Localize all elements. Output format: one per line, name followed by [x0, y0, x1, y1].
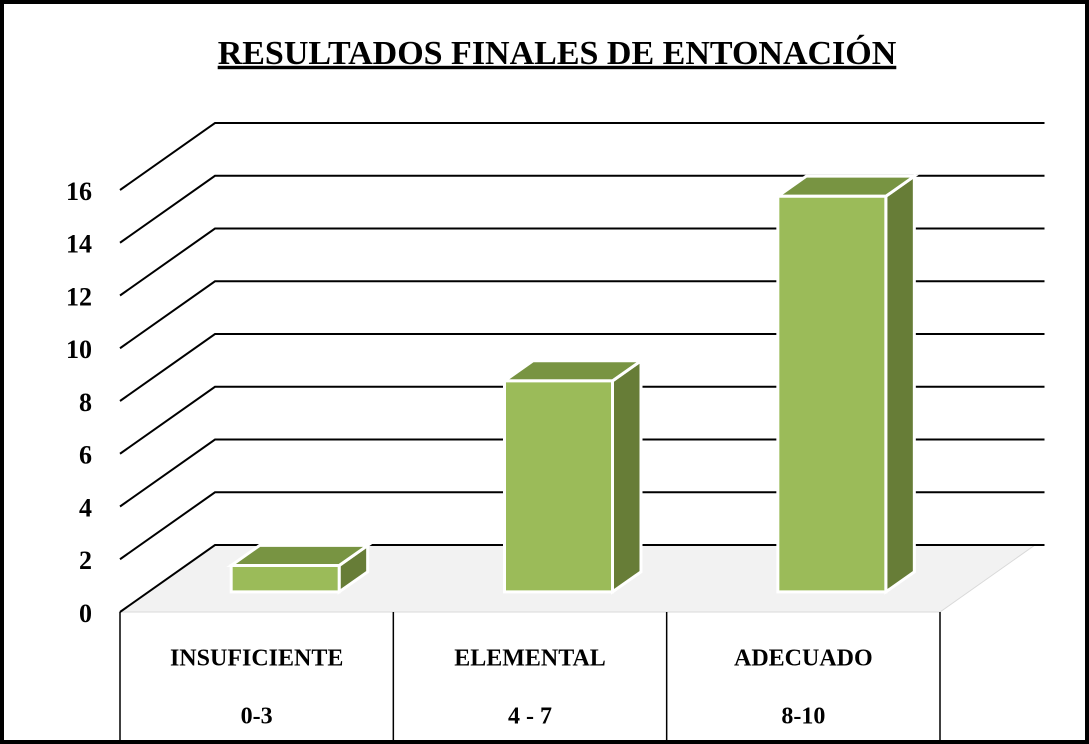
grid-line	[119, 174, 1045, 244]
grid-line	[119, 227, 1045, 297]
grid-line	[119, 385, 1045, 455]
y-tick-label: 6	[79, 441, 92, 470]
x-tick-label: INSUFICIENTE	[170, 646, 343, 672]
y-tick-label: 0	[79, 599, 92, 628]
x-tick-label: ELEMENTAL	[454, 646, 606, 672]
grid-line	[119, 280, 1045, 350]
grid-line	[119, 122, 1045, 191]
grid-line	[119, 333, 1045, 402]
y-tick-label: 16	[66, 177, 92, 206]
y-tick-label: 14	[66, 230, 92, 259]
bar	[229, 564, 341, 594]
y-tick-label: 4	[79, 493, 92, 522]
y-tick-label: 8	[79, 388, 92, 417]
x-tick-label: 8-10	[781, 704, 825, 730]
y-tick-label: 12	[66, 282, 92, 311]
y-tick-label: 10	[66, 335, 92, 364]
y-tick-label: 2	[79, 546, 92, 575]
bar-side	[884, 173, 916, 595]
grid-line	[119, 491, 1045, 561]
x-tick-label: 0-3	[241, 704, 273, 730]
grid-line	[119, 438, 1045, 508]
chart-title: RESULTADOS FINALES DE ENTONACIÓN	[218, 34, 897, 72]
bar-side	[611, 357, 643, 595]
x-tick-label: 4 - 7	[508, 704, 552, 730]
grid-line	[119, 544, 1045, 613]
x-tick-label: ADECUADO	[734, 646, 873, 672]
bar	[503, 379, 614, 594]
bar	[776, 194, 888, 594]
